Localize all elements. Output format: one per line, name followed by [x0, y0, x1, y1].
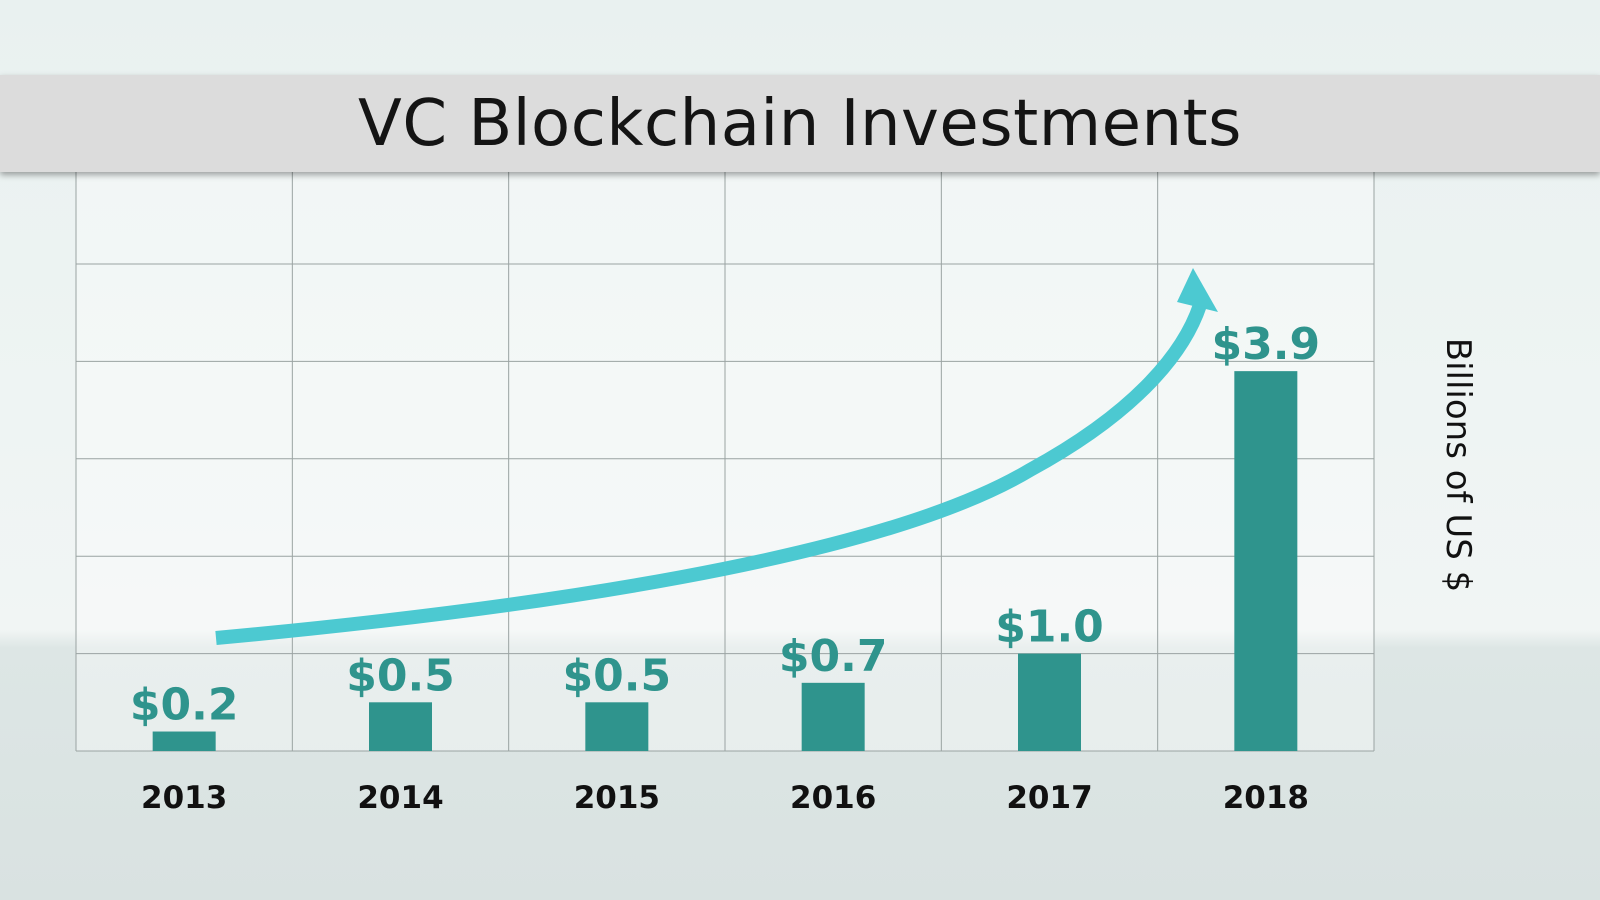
x-tick-label-2016: 2016: [790, 780, 876, 816]
data-label-2017: $1.0: [995, 602, 1104, 653]
bar-2015: [585, 702, 649, 751]
data-label-2014: $0.5: [346, 650, 455, 701]
bar-2014: [369, 702, 432, 751]
x-tick-label-2013: 2013: [141, 780, 227, 816]
x-tick-label-2014: 2014: [357, 780, 443, 816]
x-tick-label-2017: 2017: [1006, 780, 1092, 816]
x-tick-label-2018: 2018: [1223, 780, 1309, 816]
chart-title-bar: VC Blockchain Investments: [0, 75, 1600, 172]
bar-2016: [801, 682, 865, 751]
data-label-2013: $0.2: [130, 680, 239, 731]
bar-2018: [1234, 371, 1298, 751]
bar-2013: [152, 731, 216, 751]
trend-arrow-head: [1177, 268, 1218, 312]
chart-title: VC Blockchain Investments: [358, 86, 1242, 161]
data-label-2016: $0.7: [779, 631, 888, 682]
trend-arrow: [215, 302, 1207, 645]
data-label-2018: $3.9: [1212, 319, 1321, 370]
bar-2017: [1018, 653, 1081, 751]
data-label-2015: $0.5: [563, 650, 672, 701]
x-tick-label-2015: 2015: [574, 780, 660, 816]
y-axis-label: Billions of US $: [1438, 337, 1478, 593]
